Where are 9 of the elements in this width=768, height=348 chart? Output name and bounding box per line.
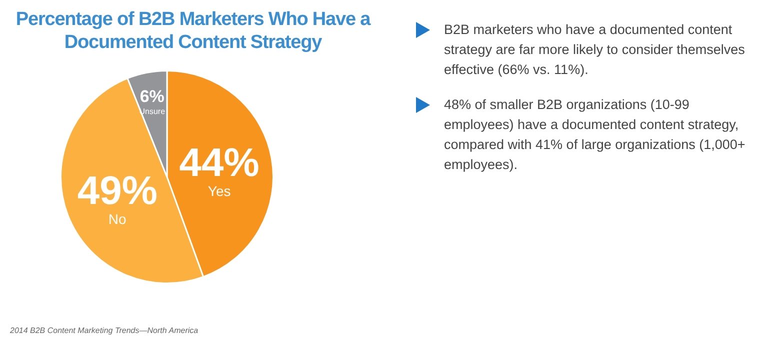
data-label: 44% [179,140,260,185]
text: 2014 B2B Content Marketing Trends—North America [10,326,198,335]
slice-label: No [108,210,127,227]
data-label: 6% [140,86,164,106]
text: 48% of smaller B2B organizations (10-99 employees) have a documented content strategy, compared with 41% of large organizations (1,000+ employees). [444,96,746,174]
slice-label: Yes [208,182,231,199]
data-label: 49% [77,168,158,213]
chart-title: Percentage of B2B Marketers Who Have a Documented Content Strategy [14,8,372,54]
text: B2B marketers who have a documented content strategy are far more likely to consider themselves effective (66% vs. 11%). [444,21,746,79]
